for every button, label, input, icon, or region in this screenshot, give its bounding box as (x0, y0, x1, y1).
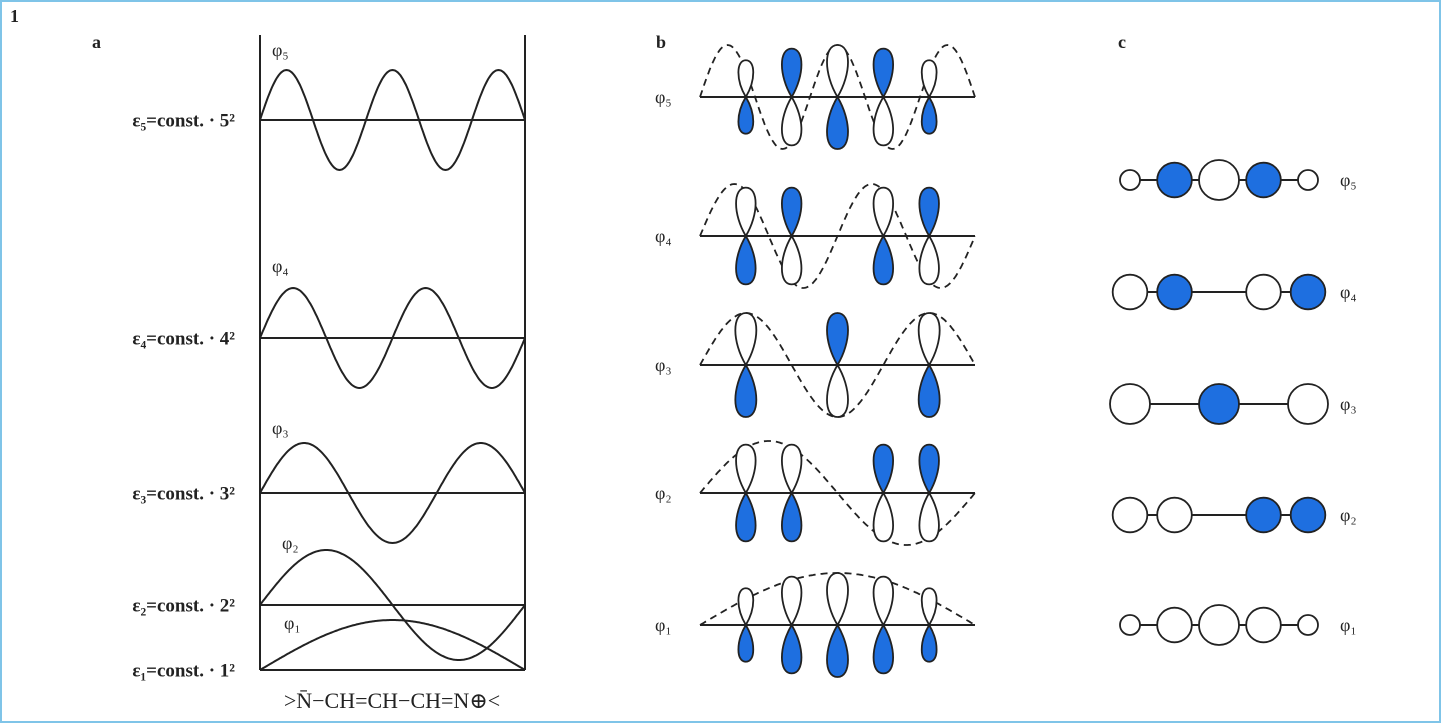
orbital-label: φ₃ (272, 418, 289, 438)
atom (1298, 170, 1318, 190)
atom (1199, 605, 1239, 645)
energy-label: ε₅=const. · 5² (132, 110, 235, 131)
orbital-label: φ₄ (1340, 282, 1357, 302)
orbital-label: φ₄ (272, 256, 289, 276)
orbital-label: φ₂ (655, 483, 672, 503)
atom (1246, 163, 1281, 198)
atom (1110, 384, 1150, 424)
orbital-label: φ₅ (1340, 170, 1357, 190)
panel-label: b (656, 32, 666, 52)
figure: 1 a b c >N̄−CH=CH−CH=N⊕< ε₅=const. · 5² φ… (0, 0, 1441, 723)
figure-number: 1 (10, 6, 19, 26)
atom (1113, 275, 1148, 310)
atom (1298, 615, 1318, 635)
energy-label: ε₄=const. · 4² (132, 328, 235, 349)
atom (1157, 608, 1192, 643)
orbital-label: φ₃ (655, 355, 672, 375)
orbital-label: φ₁ (1340, 615, 1357, 635)
atom (1157, 275, 1192, 310)
atom (1291, 275, 1326, 310)
orbital-label: φ₁ (284, 613, 301, 633)
atom (1246, 498, 1281, 533)
formula: >N̄−CH=CH−CH=N⊕< (284, 688, 500, 713)
atom (1291, 498, 1326, 533)
panel-label: c (1118, 32, 1126, 52)
atom (1246, 608, 1281, 643)
atom (1246, 275, 1281, 310)
orbital-label: φ₅ (272, 40, 289, 60)
energy-label: ε₂=const. · 2² (132, 595, 235, 616)
panel-label: a (92, 32, 101, 52)
orbital-label: φ₄ (655, 226, 672, 246)
energy-label: ε₃=const. · 3² (132, 483, 235, 504)
energy-label: ε₁=const. · 1² (132, 660, 235, 681)
orbital-label: φ₂ (1340, 505, 1357, 525)
orbital-label: φ₃ (1340, 394, 1357, 414)
atom (1199, 160, 1239, 200)
atom (1199, 384, 1239, 424)
atom (1157, 163, 1192, 198)
orbital-label: φ₂ (282, 533, 299, 553)
orbital-label: φ₅ (655, 87, 672, 107)
atom (1120, 615, 1140, 635)
orbital-label: φ₁ (655, 615, 672, 635)
atom (1113, 498, 1148, 533)
atom (1157, 498, 1192, 533)
atom (1120, 170, 1140, 190)
atom (1288, 384, 1328, 424)
